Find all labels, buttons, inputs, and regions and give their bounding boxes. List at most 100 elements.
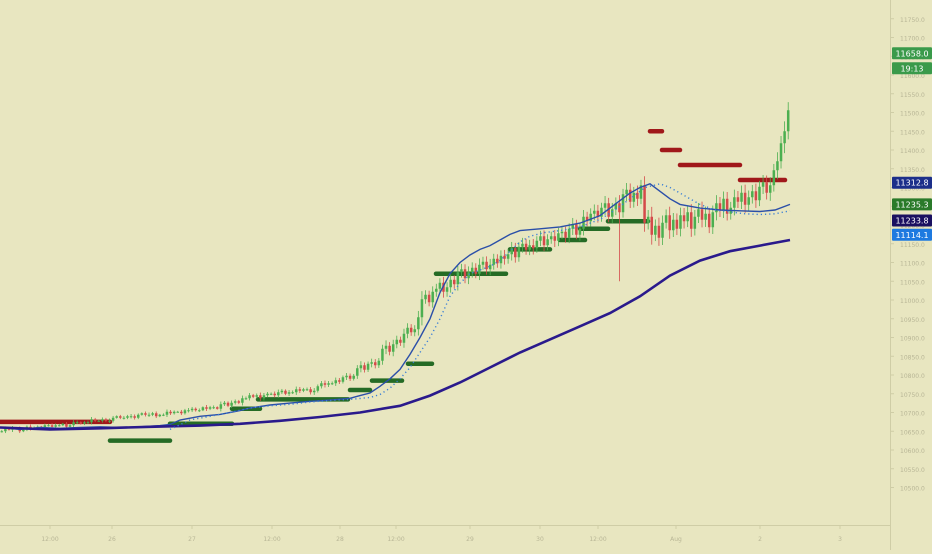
price-label-text: 19:13 bbox=[900, 64, 923, 73]
candle-body bbox=[610, 209, 614, 217]
candle-body bbox=[668, 215, 671, 231]
candle-body bbox=[348, 375, 352, 379]
candle-body bbox=[248, 395, 251, 399]
moving-average-lines bbox=[0, 183, 791, 431]
candle-body bbox=[510, 248, 513, 255]
price-scale-bg[interactable] bbox=[890, 0, 932, 550]
candle-body bbox=[743, 192, 747, 205]
price-label: 11658.0 bbox=[892, 47, 932, 60]
candle-body bbox=[169, 411, 172, 414]
candle-body bbox=[435, 288, 438, 292]
candle-body bbox=[4, 428, 7, 432]
y-tick-label: 11050.0 bbox=[900, 279, 925, 286]
candle-body bbox=[50, 425, 54, 427]
candle-body bbox=[90, 419, 93, 423]
candle-body bbox=[284, 390, 287, 394]
candle-body bbox=[589, 213, 592, 222]
price-label: 19:13 bbox=[892, 62, 932, 75]
candle-body bbox=[309, 389, 312, 393]
candle-body bbox=[237, 401, 241, 403]
candle-body bbox=[646, 216, 650, 223]
x-axis: 12:00 26 27 12:00 28 12:00 29 30 12:00 Aug 2 3 bbox=[0, 525, 890, 543]
candle-body bbox=[316, 386, 320, 391]
candlestick-series bbox=[0, 102, 790, 434]
candle-body bbox=[395, 339, 399, 345]
candle-body bbox=[499, 255, 503, 264]
y-axis: 10500.0 10550.0 10600.0 10650.0 10700.0 10750… bbox=[890, 0, 932, 550]
candle-body bbox=[119, 416, 122, 418]
candle-body bbox=[330, 383, 334, 385]
y-tick-label: 11300.0 bbox=[900, 186, 925, 193]
candle-body bbox=[485, 261, 488, 270]
candle-body bbox=[654, 225, 657, 235]
x-tick-label: 2 bbox=[758, 536, 762, 543]
candle-body bbox=[557, 233, 560, 241]
candle-body bbox=[162, 414, 165, 416]
candle-body bbox=[625, 189, 628, 195]
candle-body bbox=[409, 327, 413, 333]
candle-body bbox=[549, 236, 553, 240]
candle-body bbox=[718, 203, 722, 211]
candle-body bbox=[223, 402, 226, 405]
candle-body bbox=[711, 212, 715, 228]
candle-body bbox=[97, 420, 101, 422]
price-label-bg bbox=[892, 214, 932, 227]
candle-body bbox=[567, 228, 571, 238]
candle-body bbox=[765, 182, 768, 193]
candle-body bbox=[115, 416, 118, 418]
candle-body bbox=[57, 425, 61, 427]
candle-body bbox=[639, 185, 643, 199]
y-tick-label: 10950.0 bbox=[900, 317, 925, 324]
x-tick-label: 30 bbox=[536, 536, 544, 543]
candle-body bbox=[104, 419, 108, 421]
candle-body bbox=[198, 410, 201, 412]
candle-body bbox=[431, 291, 434, 303]
candle-body bbox=[783, 131, 786, 144]
candle-body bbox=[478, 264, 481, 274]
candle-body bbox=[320, 383, 323, 387]
candle-body bbox=[535, 240, 539, 249]
candle-body bbox=[758, 186, 761, 201]
candle-body bbox=[768, 185, 772, 193]
candle-body bbox=[101, 419, 104, 421]
candle-body bbox=[363, 365, 366, 370]
candle-body bbox=[212, 407, 215, 409]
x-tick-label: 29 bbox=[466, 536, 474, 543]
candle-body bbox=[503, 255, 506, 259]
candle-body bbox=[352, 375, 355, 379]
y-tick-label: 11000.0 bbox=[900, 298, 925, 305]
candle-body bbox=[571, 224, 575, 229]
candle-body bbox=[628, 189, 632, 202]
candle-body bbox=[262, 395, 266, 399]
candle-body bbox=[277, 392, 280, 396]
y-tick-label: 10550.0 bbox=[900, 467, 925, 474]
candle-body bbox=[578, 228, 582, 235]
candle-body bbox=[294, 389, 298, 393]
candle-body bbox=[600, 207, 603, 217]
candle-body bbox=[287, 392, 291, 394]
candle-body bbox=[180, 411, 183, 414]
candle-body bbox=[751, 191, 754, 198]
candle-body bbox=[697, 209, 700, 217]
candle-body bbox=[111, 417, 115, 421]
candle-body bbox=[531, 245, 535, 249]
candle-body bbox=[334, 380, 338, 384]
price-label-bg bbox=[892, 47, 932, 60]
candle-body bbox=[449, 279, 452, 288]
candle-body bbox=[43, 425, 47, 429]
candle-body bbox=[140, 413, 144, 415]
candle-body bbox=[467, 272, 470, 279]
candle-body bbox=[686, 212, 689, 222]
y-tick-label: 11500.0 bbox=[900, 111, 925, 118]
price-label: 11233.8 bbox=[892, 214, 932, 227]
candle-body bbox=[323, 383, 327, 385]
candle-body bbox=[413, 329, 417, 333]
candle-body bbox=[22, 429, 25, 432]
candle-body bbox=[564, 231, 567, 238]
candle-body bbox=[144, 413, 147, 415]
candle-body bbox=[682, 215, 686, 222]
candle-body bbox=[93, 419, 97, 421]
candle-body bbox=[133, 416, 136, 418]
